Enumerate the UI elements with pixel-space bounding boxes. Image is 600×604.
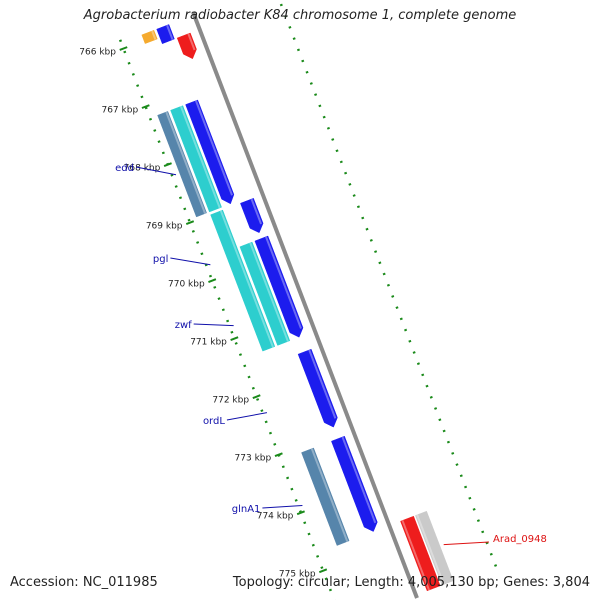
feature-highlight (341, 436, 377, 524)
tick-label: 769 kbp (146, 221, 183, 231)
label-leader-line (135, 166, 177, 176)
feature-highlight (310, 448, 349, 542)
gene-label-glna1[interactable]: glnA1 (232, 504, 261, 515)
gene-feature[interactable] (170, 105, 222, 213)
feature-highlight (165, 111, 207, 214)
feature-highlight (187, 33, 196, 51)
genome-backbone (191, 11, 419, 599)
gene-feature[interactable] (297, 348, 338, 428)
gene-feature[interactable] (240, 197, 264, 234)
label-leader-line (262, 504, 303, 509)
tick-mark (296, 510, 305, 516)
tick-mark (185, 220, 195, 225)
tick-label: 771 kbp (190, 338, 227, 348)
gene-label-arad_0948[interactable]: Arad_0948 (493, 534, 547, 545)
tick-mark (141, 104, 150, 109)
gene-label-edd[interactable]: edd (115, 163, 134, 174)
tick-label: 774 kbp (257, 512, 294, 522)
gene-feature[interactable] (141, 29, 158, 44)
gene-feature[interactable] (331, 435, 378, 532)
gene-feature[interactable] (185, 99, 235, 205)
feature-highlight (151, 30, 157, 41)
tick-mark (163, 162, 172, 167)
genome-title: Agrobacterium radiobacter K84 chromosome… (83, 8, 517, 23)
tick-label: 775 kbp (279, 570, 316, 580)
gene-label-pgl[interactable]: pgl (153, 254, 168, 265)
tick-mark (119, 46, 128, 51)
gene-label-zwf[interactable]: zwf (175, 320, 192, 331)
label-leader-line (226, 412, 268, 421)
tick-mark (230, 336, 239, 342)
gene-label-ordl[interactable]: ordL (203, 416, 225, 427)
tick-label: 770 kbp (168, 279, 205, 289)
tick-mark (274, 452, 283, 458)
label-leader-line (193, 323, 234, 327)
feature-highlight (308, 349, 337, 419)
feature-highlight (219, 210, 274, 348)
gene-feature[interactable] (415, 510, 454, 586)
feature-highlight (265, 236, 302, 329)
feature-highlight (416, 514, 445, 585)
accession-label: Accession: NC_011985 (10, 575, 158, 590)
gene-feature[interactable] (301, 447, 350, 546)
tick-label: 773 kbp (235, 454, 272, 464)
tick-mark (252, 394, 261, 400)
feature-highlight (249, 242, 289, 342)
outer-dashed-ring (278, 0, 498, 569)
gene-feature[interactable] (157, 111, 207, 218)
tick-mark (208, 278, 217, 283)
feature-highlight (194, 100, 233, 196)
topology-label: Topology: circular; Length: 4,005,130 bp… (232, 575, 590, 590)
gene-feature[interactable] (239, 241, 291, 346)
label-leader-line (170, 257, 211, 266)
gene-feature[interactable] (156, 24, 175, 45)
gene-feature[interactable] (254, 235, 304, 338)
inner-dashed-ring (118, 39, 338, 604)
gene-feature[interactable] (210, 209, 276, 352)
feature-highlight (250, 198, 263, 225)
tick-label: 766 kbp (79, 47, 116, 57)
tick-mark (318, 568, 328, 574)
tick-label: 772 kbp (212, 396, 249, 406)
label-leader-line (443, 541, 490, 546)
gene-feature[interactable] (176, 32, 197, 60)
tick-label: 767 kbp (101, 105, 138, 115)
gene-feature[interactable] (400, 515, 441, 592)
feature-highlight (166, 24, 174, 41)
feature-highlight (180, 106, 221, 209)
feature-highlight (401, 520, 430, 591)
